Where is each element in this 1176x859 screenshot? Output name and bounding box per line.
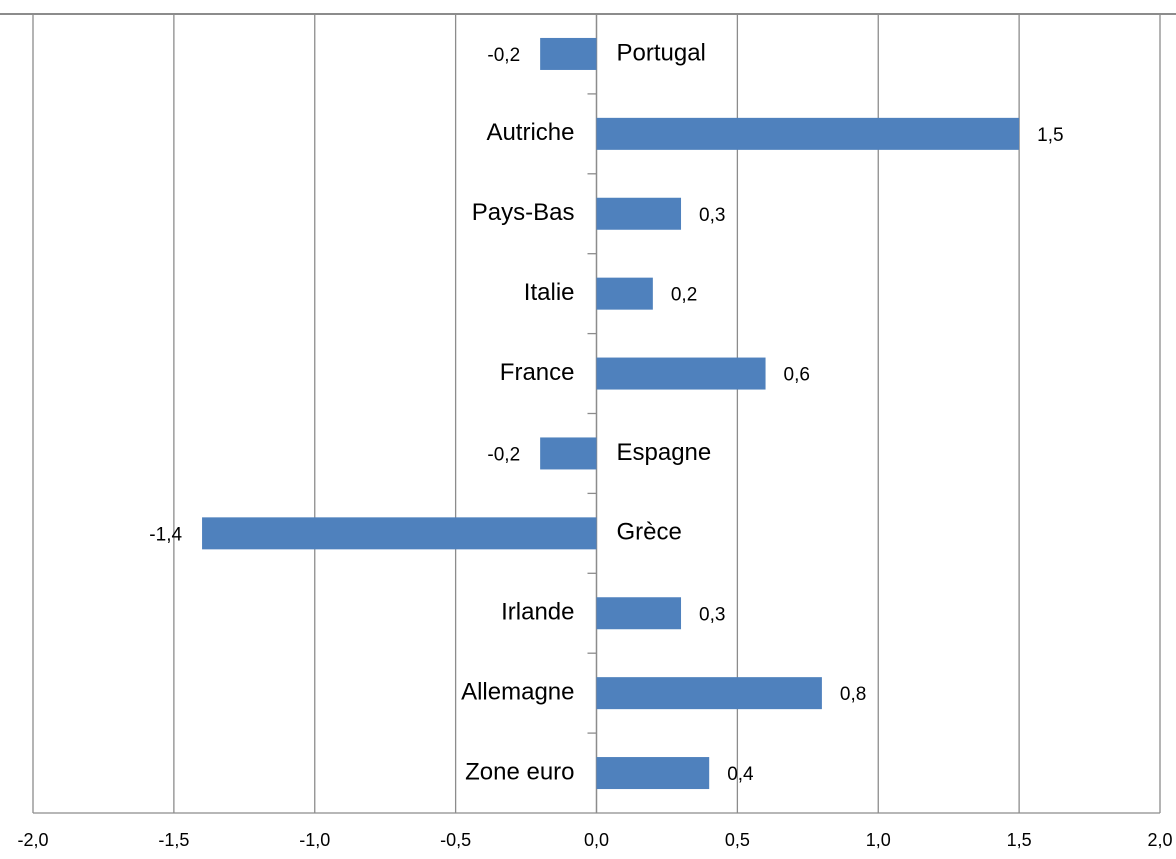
value-label: 0,8 <box>840 684 866 705</box>
x-tick-label: 0,0 <box>584 830 609 850</box>
x-tick-label: -0,5 <box>440 830 471 850</box>
bar <box>596 117 1020 150</box>
value-label: 0,2 <box>671 285 697 306</box>
value-label: -1,4 <box>149 524 182 545</box>
value-label: 1,5 <box>1037 125 1063 146</box>
category-label: Portugal <box>617 39 706 66</box>
bar <box>540 37 597 70</box>
category-label: Espagne <box>617 439 712 466</box>
bar <box>596 757 710 790</box>
x-tick-label: 2,0 <box>1147 830 1172 850</box>
bar <box>596 677 822 710</box>
x-tick-label: -2,0 <box>17 830 48 850</box>
value-label: -0,2 <box>487 444 520 465</box>
bar <box>596 357 766 390</box>
x-tick-label: -1,0 <box>299 830 330 850</box>
category-label: Autriche <box>486 119 574 146</box>
value-label: 0,4 <box>727 764 754 785</box>
value-label: 0,3 <box>699 604 725 625</box>
x-tick-label: 1,0 <box>866 830 891 850</box>
category-label: Pays-Bas <box>472 199 575 226</box>
category-label: Grèce <box>617 519 682 546</box>
bar <box>596 277 653 310</box>
bar <box>202 517 597 550</box>
x-tick-label: 0,5 <box>725 830 750 850</box>
category-label: France <box>500 359 575 386</box>
value-label: -0,2 <box>487 45 520 66</box>
x-tick-label: 1,5 <box>1007 830 1032 850</box>
bar <box>540 437 597 470</box>
category-label: Zone euro <box>465 758 574 785</box>
bar <box>596 197 682 230</box>
value-label: 0,3 <box>699 205 725 226</box>
x-tick-label: -1,5 <box>158 830 189 850</box>
category-label: Italie <box>524 279 575 306</box>
category-label: Allemagne <box>461 678 574 705</box>
bar <box>596 597 682 630</box>
value-label: 0,6 <box>784 365 810 386</box>
category-label: Irlande <box>501 599 574 626</box>
